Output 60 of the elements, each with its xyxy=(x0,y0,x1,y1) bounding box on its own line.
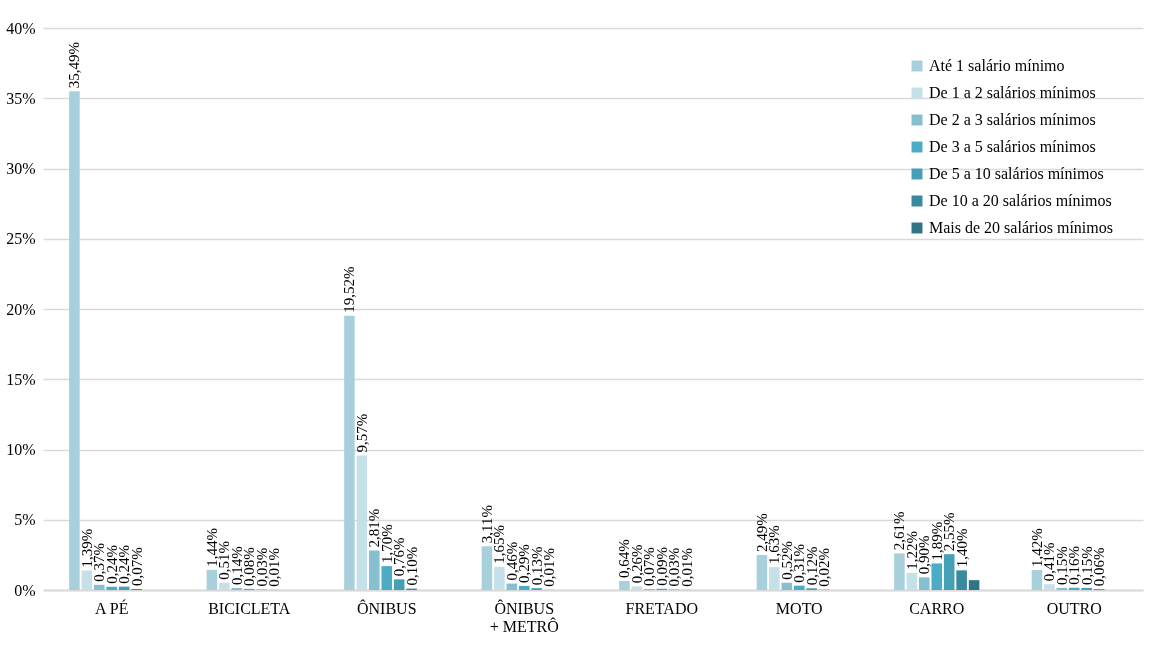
bar xyxy=(769,567,780,590)
bar xyxy=(619,581,630,590)
y-tick-label: 5% xyxy=(14,511,36,529)
bar xyxy=(1044,584,1055,590)
bar xyxy=(494,566,505,590)
x-tick-label: CARRO xyxy=(909,599,965,617)
legend-label: De 1 a 2 salários mínimos xyxy=(929,84,1096,101)
bar xyxy=(894,553,905,590)
bar xyxy=(1031,570,1043,590)
data-label: 9,57% xyxy=(353,413,370,453)
bar xyxy=(1056,587,1068,590)
bar xyxy=(344,315,355,590)
data-label: 19,52% xyxy=(341,266,358,313)
bar xyxy=(369,550,380,590)
bar xyxy=(106,586,118,590)
x-tick-label: BICICLETA xyxy=(208,599,291,617)
x-tick-label: MOTO xyxy=(775,599,823,617)
bar xyxy=(1081,587,1092,590)
bar xyxy=(518,585,530,590)
y-tick-label: 10% xyxy=(6,441,36,458)
bar xyxy=(206,569,218,590)
y-tick-label: 30% xyxy=(6,160,36,177)
bar xyxy=(956,570,967,590)
y-tick-label: 40% xyxy=(6,19,36,37)
bar xyxy=(481,546,493,590)
data-label: 0,64% xyxy=(616,539,633,579)
bar xyxy=(381,566,393,590)
bar xyxy=(793,585,805,590)
x-tick-label: ÔNIBUS xyxy=(356,598,417,617)
legend-label: De 3 a 5 salários mínimos xyxy=(929,138,1096,155)
bar xyxy=(919,577,930,590)
y-tick-label: 15% xyxy=(6,370,36,388)
y-tick-label: 0% xyxy=(14,581,36,599)
bar xyxy=(393,579,405,590)
legend-label: Mais de 20 salários mínimos xyxy=(929,219,1113,236)
bar xyxy=(81,570,93,590)
bar xyxy=(943,554,955,590)
legend-label: De 10 a 20 salários mínimos xyxy=(929,192,1112,209)
x-tick-label: FRETADO xyxy=(625,599,698,617)
x-tick-label: ÔNIBUS + METRÔ xyxy=(489,598,559,635)
y-tick-label: 20% xyxy=(6,300,36,318)
legend-label: Até 1 salário mínimo xyxy=(929,57,1065,74)
bar xyxy=(756,555,768,590)
bar xyxy=(69,91,80,590)
legend-label: De 5 a 10 salários mínimos xyxy=(929,165,1104,182)
bar xyxy=(94,584,105,590)
legend-label: De 2 a 3 salários mínimos xyxy=(929,111,1096,128)
bar xyxy=(356,455,368,590)
x-tick-label: OUTRO xyxy=(1046,599,1102,617)
bar xyxy=(631,586,643,590)
x-tick-label: A PÉ xyxy=(95,598,129,617)
bar xyxy=(219,582,230,590)
y-tick-label: 25% xyxy=(6,230,36,248)
bar xyxy=(781,582,793,590)
bar xyxy=(968,580,980,590)
bar xyxy=(906,572,918,590)
data-label: 35,49% xyxy=(66,42,83,89)
bar xyxy=(931,563,943,590)
bar xyxy=(1068,587,1080,590)
y-tick-label: 35% xyxy=(6,89,36,107)
